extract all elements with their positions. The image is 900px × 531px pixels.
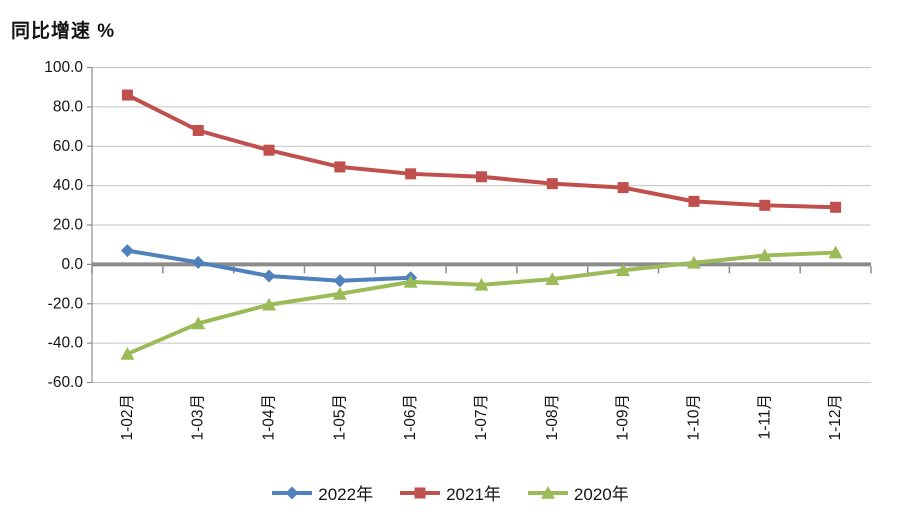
data-point-marker-2021年	[617, 182, 629, 194]
legend-label: 2020年	[573, 485, 629, 504]
legend-item-2020年: 2020年	[527, 480, 629, 505]
data-point-marker-2020年	[403, 274, 418, 288]
data-point-marker-2021年	[192, 125, 204, 136]
series-2020年	[120, 245, 843, 360]
data-point-marker-2020年	[757, 248, 772, 262]
x-tick-label: 1-04月	[261, 394, 278, 441]
y-tick-label: 40.0	[53, 177, 84, 194]
y-tick-label: 0.0	[61, 256, 83, 273]
data-point-marker-2020年	[332, 286, 347, 300]
legend-label: 2022年	[318, 485, 374, 504]
x-tick-label: 1-09月	[615, 394, 632, 441]
legend-marker-square-icon	[400, 487, 441, 498]
data-point-marker-2022年	[262, 269, 276, 283]
y-tick-label: -60.0	[48, 374, 84, 391]
legend-marker-triangle-icon	[527, 485, 568, 499]
y-tick-label: 100.0	[44, 59, 83, 76]
data-point-marker-2020年	[474, 277, 489, 291]
x-tick-label: 1-10月	[685, 394, 702, 441]
data-point-marker-2020年	[262, 297, 277, 311]
chart-title: 同比增速 %	[11, 21, 116, 42]
data-point-marker-2020年	[828, 245, 843, 259]
legend-marker-shape	[414, 487, 426, 498]
legend-item-2022年: 2022年	[271, 480, 373, 505]
x-tick-label: 1-02月	[119, 394, 136, 441]
data-point-marker-2020年	[616, 263, 631, 277]
y-tick-label: -40.0	[48, 335, 84, 352]
data-point-marker-2022年	[333, 274, 347, 288]
data-point-marker-2020年	[120, 346, 135, 360]
series-2022年	[120, 244, 418, 288]
legend-label: 2021年	[446, 485, 501, 504]
x-tick-label: 1-08月	[544, 394, 561, 441]
data-point-marker-2021年	[263, 144, 275, 156]
data-point-marker-2020年	[545, 272, 560, 285]
data-point-marker-2022年	[120, 244, 134, 258]
legend-marker-diamond-icon	[272, 486, 313, 499]
legend-item-2021年: 2021年	[399, 480, 501, 505]
y-tick-label: 20.0	[53, 217, 84, 234]
data-point-marker-2021年	[334, 161, 346, 173]
y-tick-label: -20.0	[48, 295, 84, 312]
y-tick-label: 80.0	[53, 98, 84, 115]
x-tick-label: 1-12月	[827, 394, 844, 441]
data-point-marker-2021年	[830, 201, 842, 213]
data-point-marker-2021年	[405, 168, 417, 180]
data-point-marker-2021年	[121, 89, 133, 101]
series-2021年	[121, 89, 842, 213]
x-tick-label: 1-07月	[473, 394, 490, 441]
series-line-2021年	[125, 93, 838, 210]
x-tick-label: 1-11月	[756, 394, 773, 439]
data-point-marker-2021年	[688, 195, 700, 207]
x-tick-label: 1-03月	[190, 394, 207, 441]
legend-marker-shape	[285, 486, 299, 499]
legend: 2022年 2021年 2020年	[0, 480, 900, 505]
data-point-marker-2021年	[759, 199, 771, 211]
x-tick-label: 1-06月	[402, 394, 419, 441]
x-tick-label: 1-05月	[331, 394, 348, 441]
data-point-marker-2021年	[476, 171, 487, 183]
y-tick-label: 60.0	[53, 138, 84, 155]
data-point-marker-2020年	[686, 255, 701, 269]
legend-marker-shape	[540, 485, 555, 499]
data-point-marker-2021年	[546, 178, 558, 190]
data-point-marker-2022年	[191, 255, 205, 269]
data-point-marker-2020年	[191, 316, 206, 330]
